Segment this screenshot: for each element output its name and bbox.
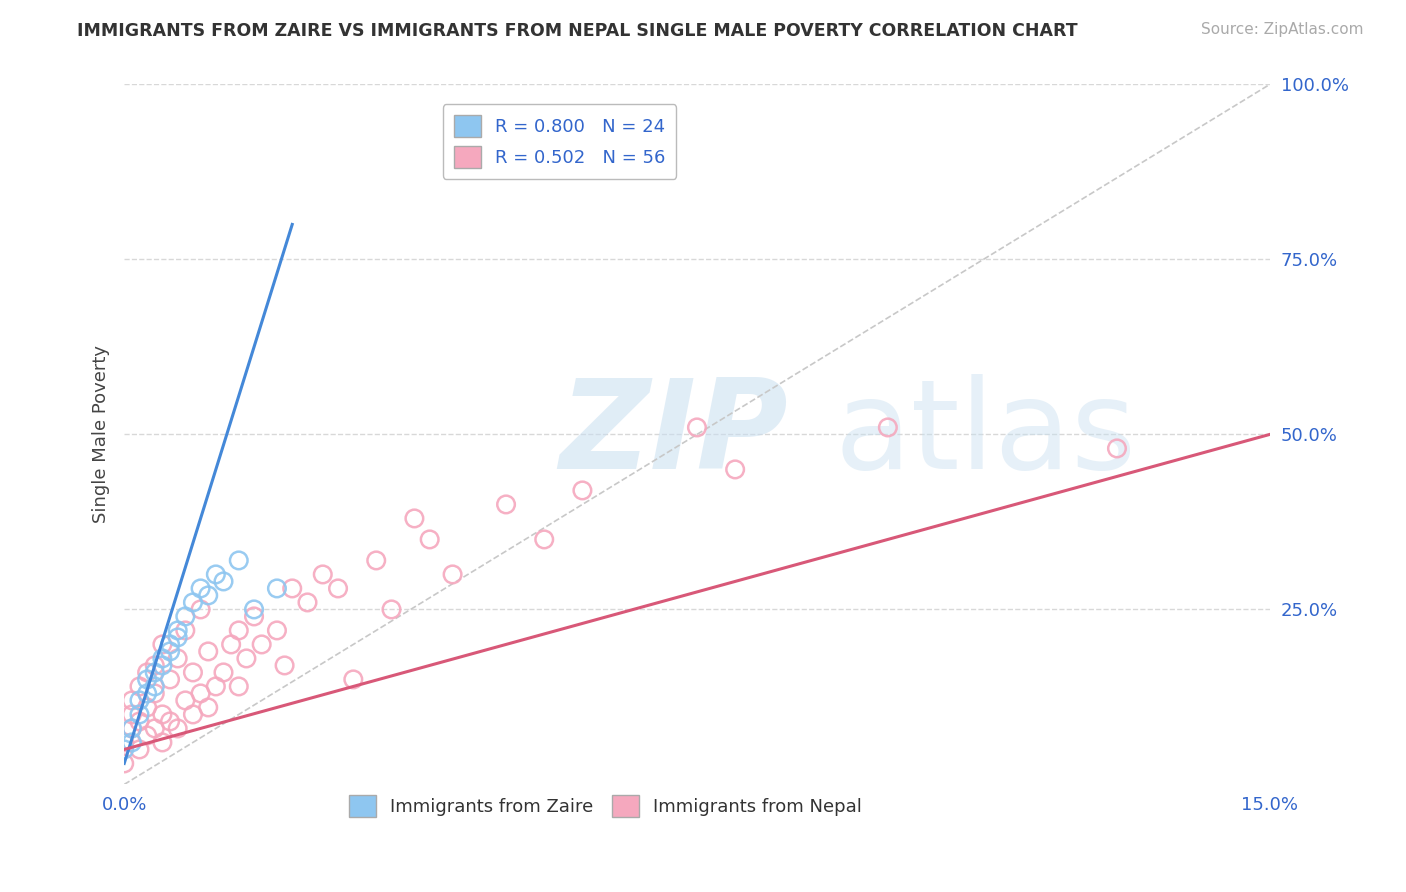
Point: [235, 651, 257, 665]
Point: [243, 602, 266, 616]
Point: [243, 609, 266, 624]
Point: [212, 665, 235, 680]
Point: [366, 553, 388, 567]
Point: [136, 700, 159, 714]
Point: [266, 582, 288, 596]
Point: [121, 735, 143, 749]
Point: [152, 637, 174, 651]
Point: [112, 735, 135, 749]
Y-axis label: Single Male Poverty: Single Male Poverty: [93, 345, 110, 524]
Point: [1105, 442, 1128, 456]
Point: [121, 722, 143, 736]
Point: [159, 714, 181, 729]
Legend: Immigrants from Zaire, Immigrants from Nepal: Immigrants from Zaire, Immigrants from N…: [342, 788, 869, 824]
Point: [143, 680, 166, 694]
Point: [159, 644, 181, 658]
Point: [152, 735, 174, 749]
Point: [128, 714, 150, 729]
Point: [121, 693, 143, 707]
Point: [181, 665, 204, 680]
Point: [495, 498, 517, 512]
Point: [128, 680, 150, 694]
Point: [166, 624, 188, 638]
Point: [152, 658, 174, 673]
Point: [174, 693, 197, 707]
Point: [152, 651, 174, 665]
Text: atlas: atlas: [834, 374, 1136, 495]
Point: [181, 707, 204, 722]
Point: [876, 420, 898, 434]
Point: [419, 533, 441, 547]
Point: [128, 742, 150, 756]
Point: [197, 589, 219, 603]
Point: [190, 582, 212, 596]
Point: [112, 742, 135, 756]
Point: [136, 686, 159, 700]
Point: [228, 553, 250, 567]
Point: [166, 631, 188, 645]
Point: [441, 567, 464, 582]
Point: [250, 637, 273, 651]
Point: [190, 602, 212, 616]
Point: [380, 602, 402, 616]
Point: [190, 686, 212, 700]
Point: [143, 658, 166, 673]
Point: [571, 483, 593, 498]
Point: [152, 707, 174, 722]
Point: [404, 511, 426, 525]
Point: [128, 707, 150, 722]
Text: IMMIGRANTS FROM ZAIRE VS IMMIGRANTS FROM NEPAL SINGLE MALE POVERTY CORRELATION C: IMMIGRANTS FROM ZAIRE VS IMMIGRANTS FROM…: [77, 22, 1078, 40]
Point: [205, 680, 228, 694]
Point: [197, 644, 219, 658]
Point: [136, 728, 159, 742]
Point: [121, 707, 143, 722]
Point: [228, 680, 250, 694]
Point: [197, 700, 219, 714]
Point: [686, 420, 709, 434]
Point: [143, 722, 166, 736]
Point: [143, 665, 166, 680]
Point: [219, 637, 242, 651]
Point: [174, 609, 197, 624]
Point: [724, 462, 747, 476]
Point: [212, 574, 235, 589]
Point: [312, 567, 335, 582]
Point: [533, 533, 555, 547]
Point: [166, 722, 188, 736]
Point: [128, 693, 150, 707]
Point: [121, 722, 143, 736]
Point: [281, 582, 304, 596]
Point: [297, 595, 319, 609]
Point: [273, 658, 295, 673]
Point: [136, 665, 159, 680]
Point: [174, 624, 197, 638]
Point: [342, 673, 364, 687]
Point: [228, 624, 250, 638]
Point: [159, 673, 181, 687]
Point: [159, 637, 181, 651]
Point: [143, 686, 166, 700]
Point: [266, 624, 288, 638]
Point: [166, 651, 188, 665]
Point: [181, 595, 204, 609]
Text: Source: ZipAtlas.com: Source: ZipAtlas.com: [1201, 22, 1364, 37]
Point: [326, 582, 349, 596]
Point: [112, 756, 135, 771]
Point: [136, 673, 159, 687]
Point: [205, 567, 228, 582]
Text: ZIP: ZIP: [560, 374, 789, 495]
